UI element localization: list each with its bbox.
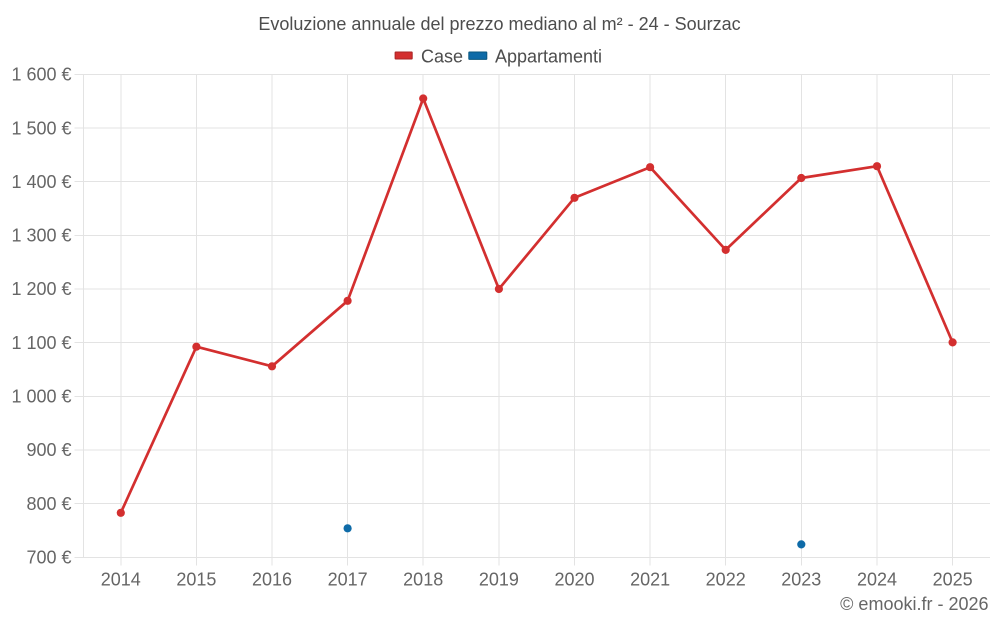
svg-text:2017: 2017 — [328, 570, 368, 590]
svg-text:Appartamenti: Appartamenti — [495, 46, 602, 66]
svg-text:2019: 2019 — [479, 570, 519, 590]
svg-text:1 600 €: 1 600 € — [11, 65, 71, 85]
svg-text:2022: 2022 — [706, 570, 746, 590]
svg-text:2024: 2024 — [857, 570, 897, 590]
svg-text:2015: 2015 — [176, 570, 216, 590]
svg-text:2023: 2023 — [781, 570, 821, 590]
svg-text:1 300 €: 1 300 € — [11, 226, 71, 246]
svg-text:2021: 2021 — [630, 570, 670, 590]
svg-text:Case: Case — [421, 46, 463, 66]
svg-text:900 €: 900 € — [26, 440, 71, 460]
svg-text:1 200 €: 1 200 € — [11, 279, 71, 299]
svg-text:2018: 2018 — [403, 570, 443, 590]
svg-text:© emooki.fr - 2026: © emooki.fr - 2026 — [840, 594, 988, 614]
svg-text:1 500 €: 1 500 € — [11, 118, 71, 138]
svg-text:1 100 €: 1 100 € — [11, 333, 71, 353]
svg-text:2025: 2025 — [933, 570, 973, 590]
svg-text:2014: 2014 — [101, 570, 141, 590]
svg-text:800 €: 800 € — [26, 494, 71, 514]
svg-text:700 €: 700 € — [26, 548, 71, 568]
svg-text:2020: 2020 — [554, 570, 594, 590]
svg-text:1 400 €: 1 400 € — [11, 172, 71, 192]
svg-text:1 000 €: 1 000 € — [11, 387, 71, 407]
svg-text:Evoluzione annuale del prezzo: Evoluzione annuale del prezzo mediano al… — [258, 14, 740, 34]
svg-text:2016: 2016 — [252, 570, 292, 590]
